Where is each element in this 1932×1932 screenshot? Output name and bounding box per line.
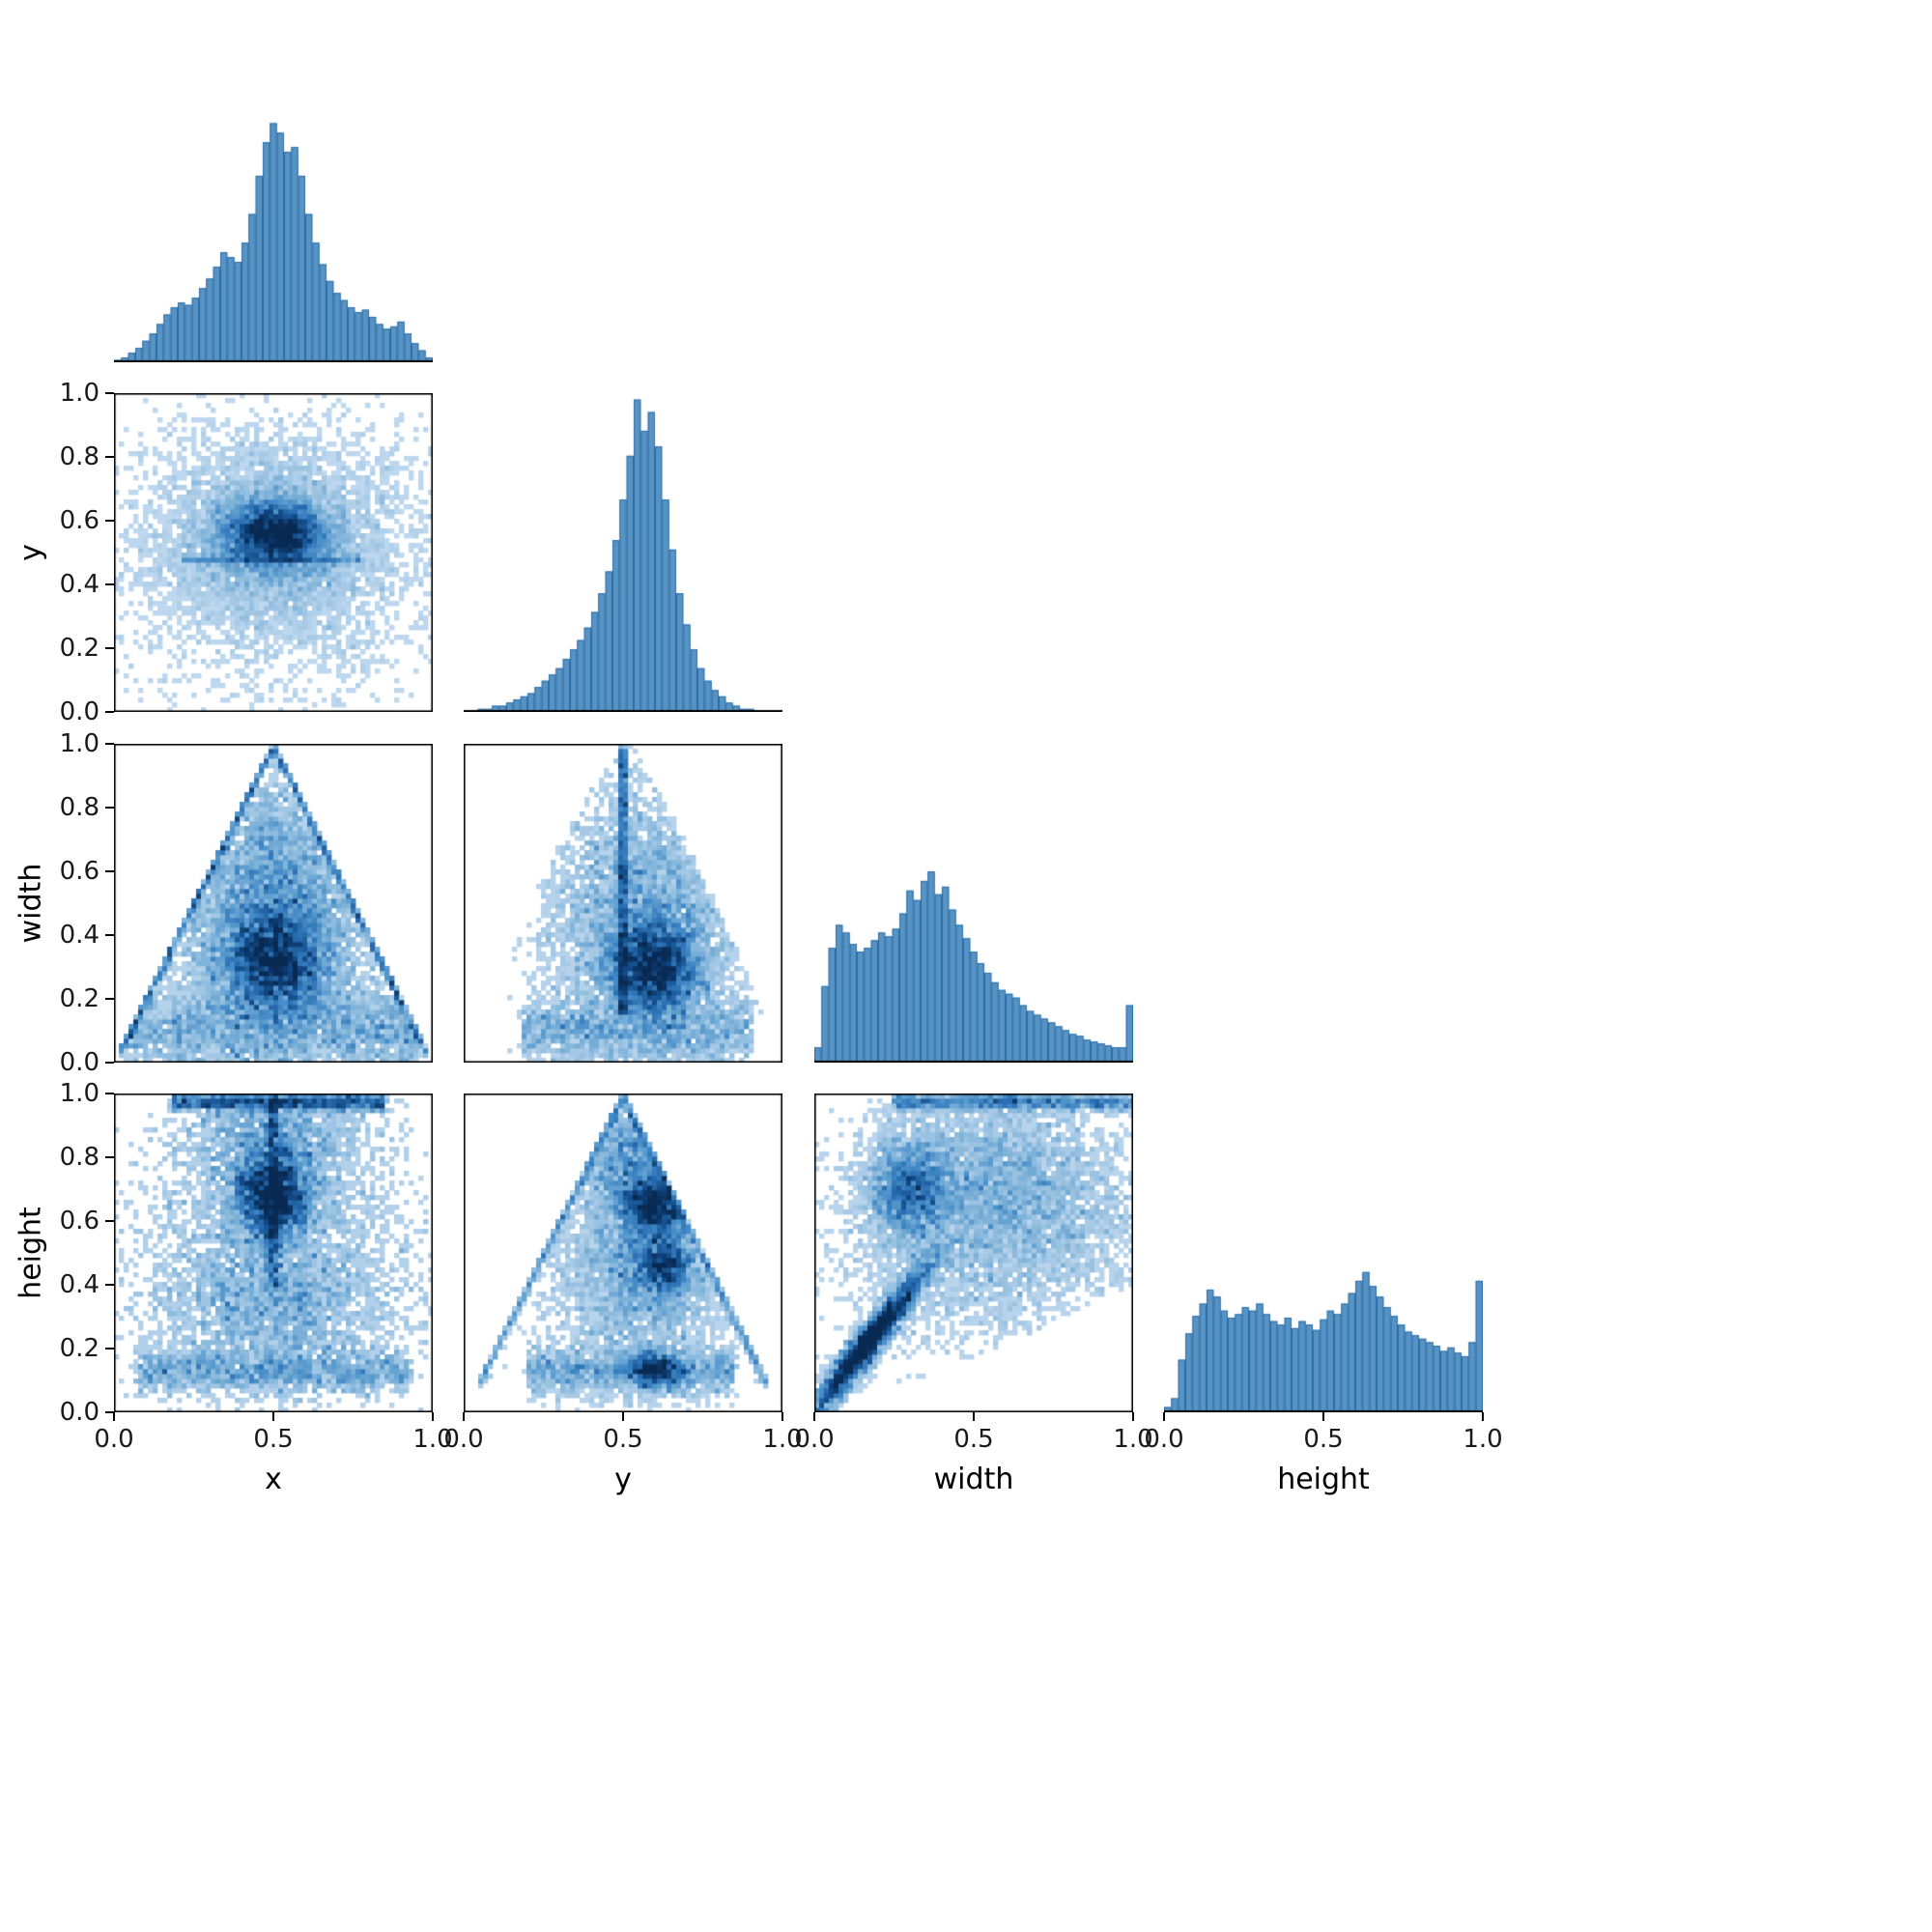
x-tick-label: 0.5 bbox=[603, 1425, 643, 1454]
y-axis-label-y: y bbox=[14, 544, 48, 561]
x-axis-label-height: height bbox=[1277, 1463, 1370, 1496]
y-tick-label: 1.0 bbox=[59, 379, 99, 408]
panel-width-vs-y bbox=[464, 744, 782, 1063]
y-tick-label: 1.0 bbox=[59, 729, 99, 758]
y-tick-label: 0.6 bbox=[59, 506, 99, 535]
y-tick-label: 0.2 bbox=[59, 1334, 99, 1363]
x-tick-label: 0.5 bbox=[953, 1425, 994, 1454]
panel-width-hist bbox=[814, 744, 1133, 1063]
y-tick-mark bbox=[105, 743, 114, 745]
x-tick-mark bbox=[622, 1412, 624, 1421]
panel-x-hist bbox=[114, 43, 433, 362]
y-tick-label: 0.8 bbox=[59, 1143, 99, 1172]
x-tick-mark bbox=[272, 1412, 274, 1421]
hist2d-canvas-width-vs-y bbox=[464, 744, 782, 1063]
x-tick-label: 0.5 bbox=[1303, 1425, 1344, 1454]
y-tick-mark bbox=[105, 807, 114, 809]
y-tick-mark bbox=[105, 1062, 114, 1064]
y-axis-label-height: height bbox=[14, 1207, 48, 1299]
y-tick-mark bbox=[105, 1156, 114, 1158]
y-tick-label: 0.8 bbox=[59, 442, 99, 471]
y-tick-mark bbox=[105, 1411, 114, 1413]
x-tick-label: 1.0 bbox=[1463, 1425, 1503, 1454]
x-tick-mark bbox=[1132, 1412, 1134, 1421]
x-tick-mark bbox=[813, 1412, 815, 1421]
y-tick-mark bbox=[105, 647, 114, 649]
x-axis-label-width: width bbox=[933, 1463, 1014, 1496]
x-tick-label: 1.0 bbox=[412, 1425, 453, 1454]
y-tick-label: 0.6 bbox=[59, 1207, 99, 1236]
y-tick-mark bbox=[105, 934, 114, 936]
x-tick-label: 0.0 bbox=[94, 1425, 134, 1454]
hist2d-canvas-y-vs-x bbox=[114, 393, 433, 712]
y-tick-label: 1.0 bbox=[59, 1079, 99, 1108]
panel-y-vs-x bbox=[114, 393, 433, 712]
y-tick-label: 0.0 bbox=[59, 1048, 99, 1077]
histogram-canvas-height-hist bbox=[1164, 1094, 1483, 1412]
x-tick-label: 0.5 bbox=[253, 1425, 294, 1454]
hist2d-canvas-width-vs-x bbox=[114, 744, 433, 1063]
y-tick-label: 0.4 bbox=[59, 921, 99, 950]
y-tick-label: 0.2 bbox=[59, 984, 99, 1013]
y-tick-mark bbox=[105, 870, 114, 872]
y-tick-mark bbox=[105, 520, 114, 522]
y-tick-mark bbox=[105, 1093, 114, 1094]
panel-height-vs-x bbox=[114, 1094, 433, 1412]
hist2d-canvas-height-vs-y bbox=[464, 1094, 782, 1412]
y-tick-label: 0.4 bbox=[59, 570, 99, 599]
x-tick-mark bbox=[113, 1412, 115, 1421]
panel-width-vs-x bbox=[114, 744, 433, 1063]
y-tick-label: 0.2 bbox=[59, 634, 99, 663]
y-tick-label: 0.0 bbox=[59, 697, 99, 726]
hist2d-canvas-height-vs-x bbox=[114, 1094, 433, 1412]
x-tick-label: 0.0 bbox=[794, 1425, 835, 1454]
y-tick-mark bbox=[105, 1348, 114, 1350]
y-tick-mark bbox=[105, 1220, 114, 1222]
y-tick-mark bbox=[105, 1284, 114, 1286]
y-tick-mark bbox=[105, 583, 114, 585]
histogram-canvas-width-hist bbox=[814, 744, 1133, 1063]
y-tick-label: 0.0 bbox=[59, 1398, 99, 1427]
x-tick-mark bbox=[463, 1412, 465, 1421]
x-tick-label: 0.0 bbox=[443, 1425, 484, 1454]
x-tick-mark bbox=[432, 1412, 434, 1421]
histogram-canvas-y-hist bbox=[464, 393, 782, 712]
y-tick-label: 0.8 bbox=[59, 793, 99, 822]
x-tick-mark bbox=[781, 1412, 783, 1421]
panel-height-vs-y bbox=[464, 1094, 782, 1412]
y-tick-label: 0.4 bbox=[59, 1270, 99, 1299]
y-tick-mark bbox=[105, 998, 114, 1000]
x-tick-mark bbox=[1482, 1412, 1484, 1421]
x-tick-label: 1.0 bbox=[1113, 1425, 1153, 1454]
x-tick-mark bbox=[1322, 1412, 1324, 1421]
panel-y-hist bbox=[464, 393, 782, 712]
y-tick-mark bbox=[105, 456, 114, 458]
panel-height-vs-width bbox=[814, 1094, 1133, 1412]
hist2d-canvas-height-vs-width bbox=[814, 1094, 1133, 1412]
y-axis-label-width: width bbox=[14, 863, 48, 944]
y-tick-mark bbox=[105, 711, 114, 713]
x-axis-label-y: y bbox=[614, 1463, 632, 1496]
x-tick-mark bbox=[1163, 1412, 1165, 1421]
x-tick-label: 0.0 bbox=[1144, 1425, 1184, 1454]
histogram-canvas-x-hist bbox=[114, 43, 433, 362]
y-tick-mark bbox=[105, 392, 114, 394]
panel-height-hist bbox=[1164, 1094, 1483, 1412]
x-axis-label-x: x bbox=[265, 1463, 282, 1496]
x-tick-mark bbox=[973, 1412, 975, 1421]
x-tick-label: 1.0 bbox=[762, 1425, 803, 1454]
y-tick-label: 0.6 bbox=[59, 857, 99, 886]
